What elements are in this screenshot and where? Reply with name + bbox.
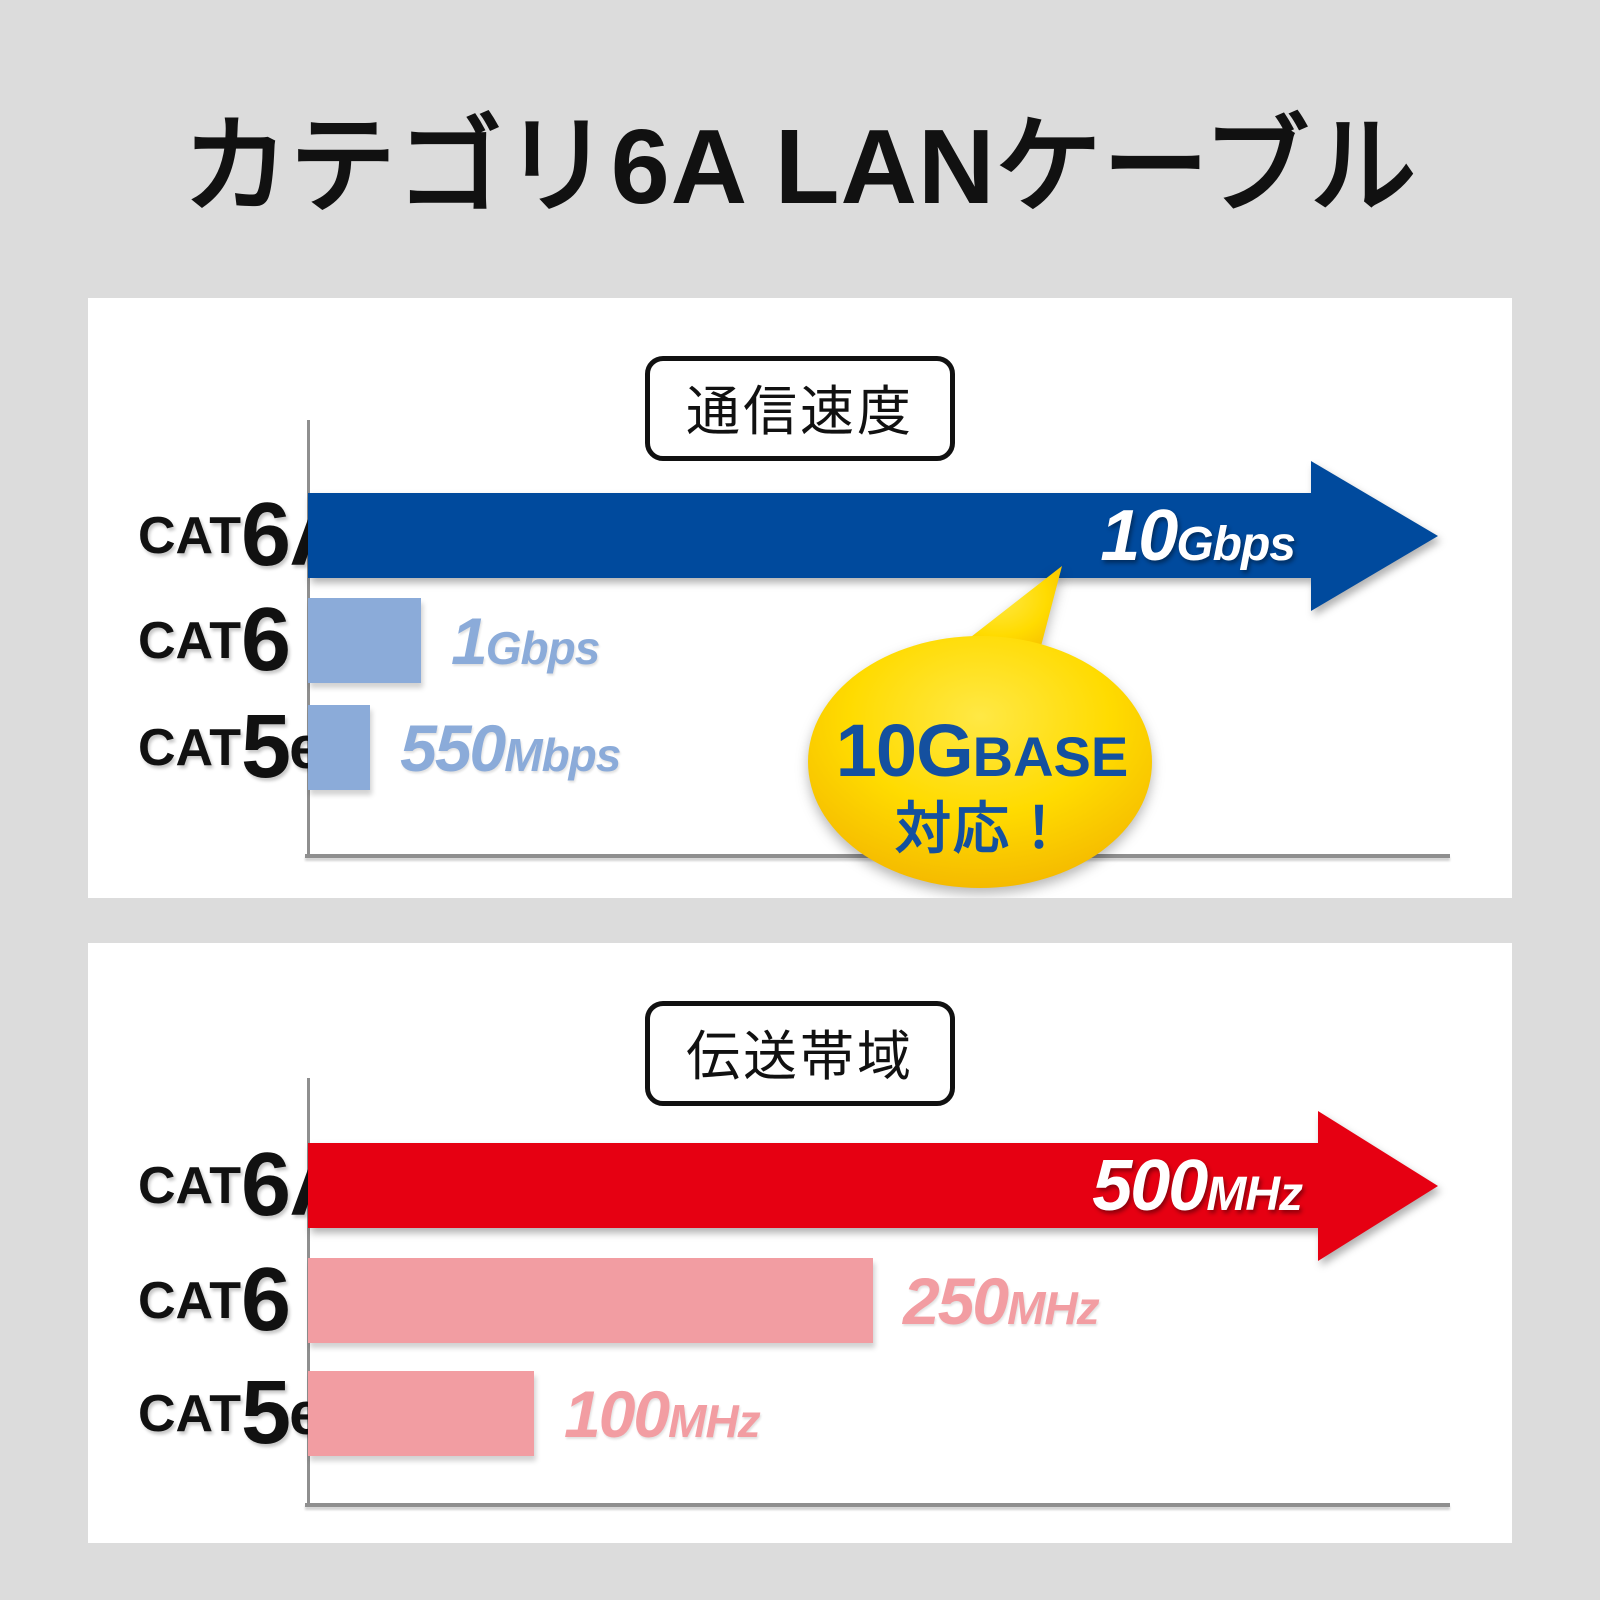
- speed-bar-cat5e: [308, 705, 371, 790]
- value-label-500mhz: 500MHz: [1092, 1145, 1303, 1226]
- speed-chart-title: 通信速度: [645, 356, 955, 461]
- value-label-550mbps: 550Mbps: [400, 710, 621, 785]
- speed-chart-panel: 通信速度 CAT 6A 10Gbps CAT 6 1Gbps CAT 5 e 550Mb…: [88, 298, 1512, 898]
- category-label-cat6: CAT 6: [138, 590, 291, 690]
- bandwidth-x-axis-line: [305, 1503, 1450, 1507]
- bandwidth-bar-cat6a: 500MHz: [308, 1110, 1438, 1261]
- speed-row-cat6a: CAT 6A 10Gbps: [88, 460, 1512, 611]
- bandwidth-bar-cat6: [308, 1258, 873, 1343]
- category-label-cat6: CAT 6: [138, 1250, 291, 1350]
- value-label-10gbps: 10Gbps: [1100, 495, 1296, 576]
- value-label-1gbps: 1Gbps: [451, 603, 600, 678]
- speed-bar-cat6: [308, 598, 421, 683]
- bandwidth-chart-title: 伝送帯域: [645, 1001, 955, 1106]
- bandwidth-row-cat5e: CAT 5 e 100MHz: [88, 1363, 1512, 1463]
- speed-bar-cat6a: 10Gbps: [308, 460, 1438, 611]
- page-title: カテゴリ6A LANケーブル: [182, 108, 1418, 226]
- arrow-head-icon: [1311, 460, 1438, 611]
- category-label-cat5e: CAT 5 e: [138, 1363, 323, 1463]
- speed-row-cat5e: CAT 5 e 550Mbps: [88, 697, 1512, 797]
- bandwidth-chart-panel: 伝送帯域 CAT 6A 500MHz CAT 6 250MHz CAT 5 e 100M…: [88, 943, 1512, 1543]
- bandwidth-row-cat6: CAT 6 250MHz: [88, 1250, 1512, 1350]
- callout-text: 10GBASE 対応！: [835, 709, 1129, 860]
- arrow-head-icon: [1318, 1110, 1438, 1261]
- value-label-250mhz: 250MHz: [903, 1263, 1100, 1338]
- callout-bubble-icon: [808, 566, 1152, 888]
- value-label-100mhz: 100MHz: [564, 1376, 761, 1451]
- speed-row-cat6: CAT 6 1Gbps: [88, 590, 1512, 690]
- bandwidth-bar-cat5e: [308, 1371, 534, 1456]
- bandwidth-row-cat6a: CAT 6A 500MHz: [88, 1110, 1512, 1261]
- category-label-cat5e: CAT 5 e: [138, 697, 323, 797]
